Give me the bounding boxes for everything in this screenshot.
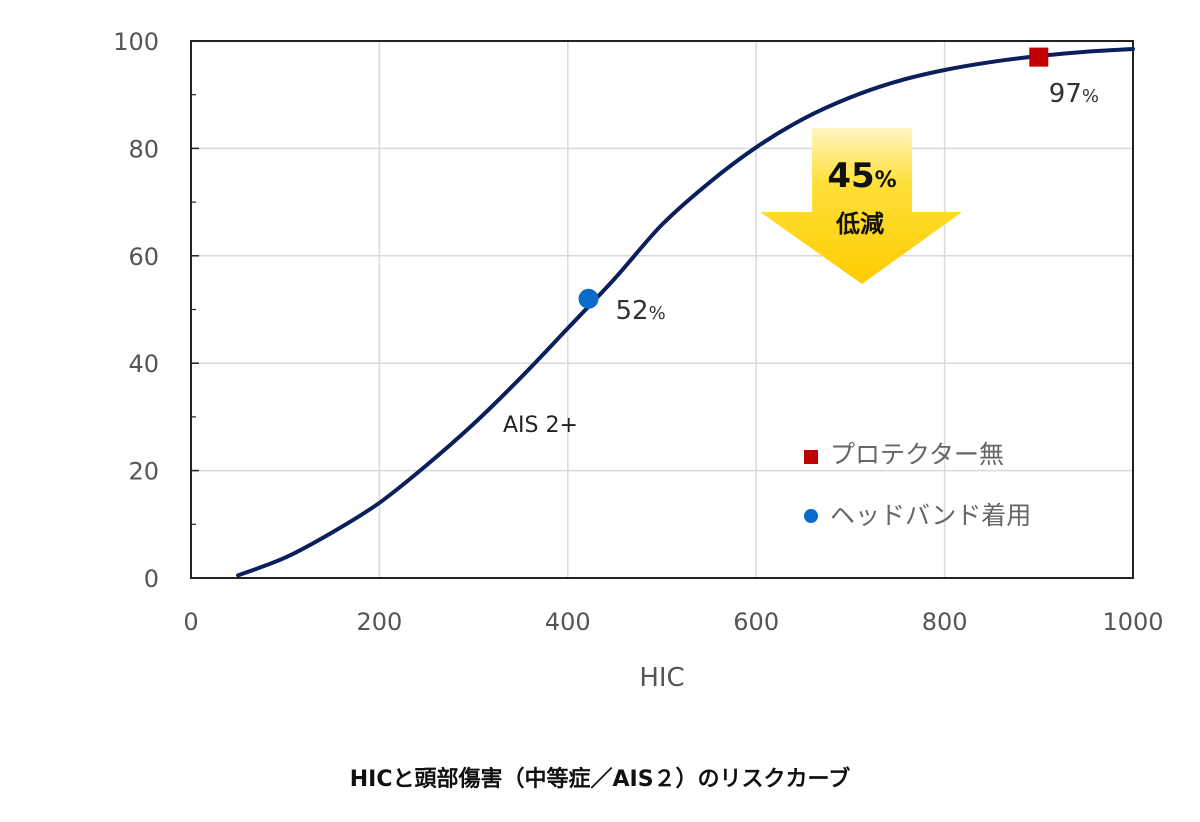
- curve-point: [377, 501, 381, 505]
- x-axis-title: HIC: [639, 663, 684, 693]
- curve-point: [896, 79, 900, 83]
- headband-unit: %: [649, 303, 666, 324]
- curve-point: [754, 145, 758, 149]
- curve-point: [236, 573, 240, 577]
- curve-points: [236, 47, 1135, 577]
- legend-circle-icon: [804, 509, 818, 523]
- plot-frame: [190, 40, 1134, 579]
- reduction-label: 低減: [835, 210, 884, 238]
- no-protector-value: 97: [1049, 79, 1082, 109]
- series-label-ais2: AIS 2+: [503, 413, 578, 438]
- headband-marker: [578, 288, 599, 309]
- y-tick-label: 60: [128, 243, 159, 271]
- reduction-value-text: 45%: [827, 156, 896, 196]
- reduction-unit: %: [875, 168, 897, 193]
- reduction-arrow-shape: [760, 128, 962, 284]
- legend-square-icon: [804, 450, 818, 464]
- curve-point: [990, 60, 994, 64]
- x-tick-label: 600: [733, 608, 779, 636]
- x-tick-label: 200: [356, 608, 402, 636]
- y-tick-label: 20: [128, 458, 159, 486]
- curve-point: [1131, 47, 1135, 51]
- curve-point: [519, 376, 523, 380]
- legend-item-no-protector: プロテクター無: [830, 440, 1004, 469]
- no-protector-unit: %: [1082, 86, 1099, 107]
- curve-point: [425, 463, 429, 467]
- legend-item-headband: ヘッドバンド着用: [830, 501, 1031, 530]
- headband-value: 52: [616, 296, 649, 326]
- curve-point: [613, 276, 617, 280]
- y-tick-label: 80: [128, 135, 159, 163]
- curve-point: [566, 326, 570, 330]
- curve-point: [283, 556, 287, 560]
- no-protector-marker: [1029, 47, 1049, 67]
- y-tick-label: 40: [128, 350, 159, 378]
- x-tick-label: 1000: [1102, 608, 1163, 636]
- curve-point: [472, 422, 476, 426]
- y-tick-label: 0: [144, 565, 159, 593]
- curve-point: [801, 117, 805, 121]
- y-tick-label: 100: [113, 28, 159, 56]
- curve-point: [943, 68, 947, 72]
- axis-ticks: 0 200 400 600 800 1000 0 20 40 60 80 100: [113, 28, 1163, 636]
- reduction-arrow: 45% 低減: [760, 128, 962, 284]
- curve-point: [707, 181, 711, 185]
- x-tick-label: 0: [183, 608, 198, 636]
- curve-point: [660, 223, 664, 227]
- curve-point: [848, 95, 852, 99]
- curve-point: [330, 530, 334, 534]
- legend: プロテクター無 ヘッドバンド着用: [804, 440, 1031, 530]
- chart-caption: HICと頭部傷害（中等症／AIS２）のリスクカーブ: [350, 766, 850, 792]
- no-protector-value-label: 97%: [1049, 79, 1099, 109]
- grid: [191, 41, 1133, 578]
- ais2-risk-curve: [236, 47, 1135, 578]
- x-tick-label: 400: [545, 608, 591, 636]
- headband-value-label: 52%: [616, 296, 666, 326]
- x-tick-label: 800: [922, 608, 968, 636]
- reduction-value: 45: [827, 156, 874, 196]
- curve-point: [1084, 50, 1088, 54]
